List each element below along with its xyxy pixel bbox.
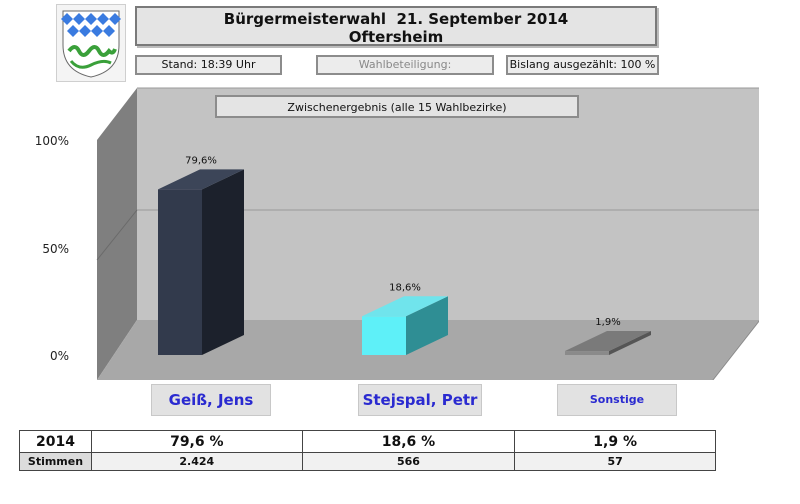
table-row-votes: Stimmen 2.424 566 57 [19, 452, 716, 471]
bar-side-2 [406, 296, 448, 355]
bar-top-1 [158, 169, 244, 190]
bar-value-label-1: 79,6% [185, 155, 217, 166]
bars-group: 79,6% 18,6% 1,9% [158, 155, 651, 355]
coat-of-arms-icon [56, 4, 126, 82]
y-tick-0: 0% [50, 349, 69, 363]
bar-side-1 [202, 169, 244, 355]
municipality-name: Oftersheim [348, 28, 444, 46]
chart-title: Zwischenergebnis (alle 15 Wahlbezirke) [287, 101, 506, 114]
bar-top-3 [565, 331, 651, 352]
votes-geiss: 2.424 [90, 452, 303, 471]
election-title: Bürgermeisterwahl 21. September 2014 [223, 10, 569, 28]
row-label-year: 2014 [19, 430, 92, 453]
y-tick-100: 100% [35, 134, 69, 148]
bar-side-3 [609, 331, 651, 355]
bar-front-2 [362, 316, 406, 355]
counted-progress-box: Bislang ausgezählt: 100 % [506, 55, 659, 75]
turnout-box: Wahlbeteiligung: [316, 55, 494, 75]
bar-3: 1,9% [565, 317, 651, 355]
bar-2: 18,6% [362, 282, 448, 355]
percent-geiss: 79,6 % [90, 430, 303, 453]
votes-sonstige: 57 [514, 452, 716, 471]
candidate-label-sonstige[interactable]: Sonstige [557, 384, 677, 416]
bar-top-2 [362, 296, 448, 317]
chart-left-wall [97, 88, 137, 380]
status-time-box: Stand: 18:39 Uhr [135, 55, 282, 75]
bar-value-label-2: 18,6% [389, 282, 421, 293]
results-bar-chart: 100% 50% 0% Zwischenergebnis (alle 15 Wa… [35, 87, 759, 380]
bar-front-3 [565, 351, 609, 355]
percent-sonstige: 1,9 % [514, 430, 716, 453]
election-title-box: Bürgermeisterwahl 21. September 2014 Oft… [135, 6, 657, 46]
row-label-stimmen: Stimmen [19, 452, 92, 471]
bar-1: 79,6% [158, 155, 244, 355]
votes-stejspal: 566 [301, 452, 516, 471]
chart-floor [97, 320, 759, 380]
bar-value-label-3: 1,9% [595, 317, 620, 328]
y-tick-50: 50% [42, 242, 69, 256]
chart-title-box [215, 95, 579, 118]
candidate-label-stejspal[interactable]: Stejspal, Petr [358, 384, 482, 416]
bar-front-1 [158, 189, 202, 355]
candidate-label-geiss[interactable]: Geiß, Jens [151, 384, 271, 416]
table-row-percent: 2014 79,6 % 18,6 % 1,9 % [19, 430, 716, 453]
results-table: 2014 79,6 % 18,6 % 1,9 % Stimmen 2.424 5… [19, 430, 716, 471]
percent-stejspal: 18,6 % [301, 430, 516, 453]
